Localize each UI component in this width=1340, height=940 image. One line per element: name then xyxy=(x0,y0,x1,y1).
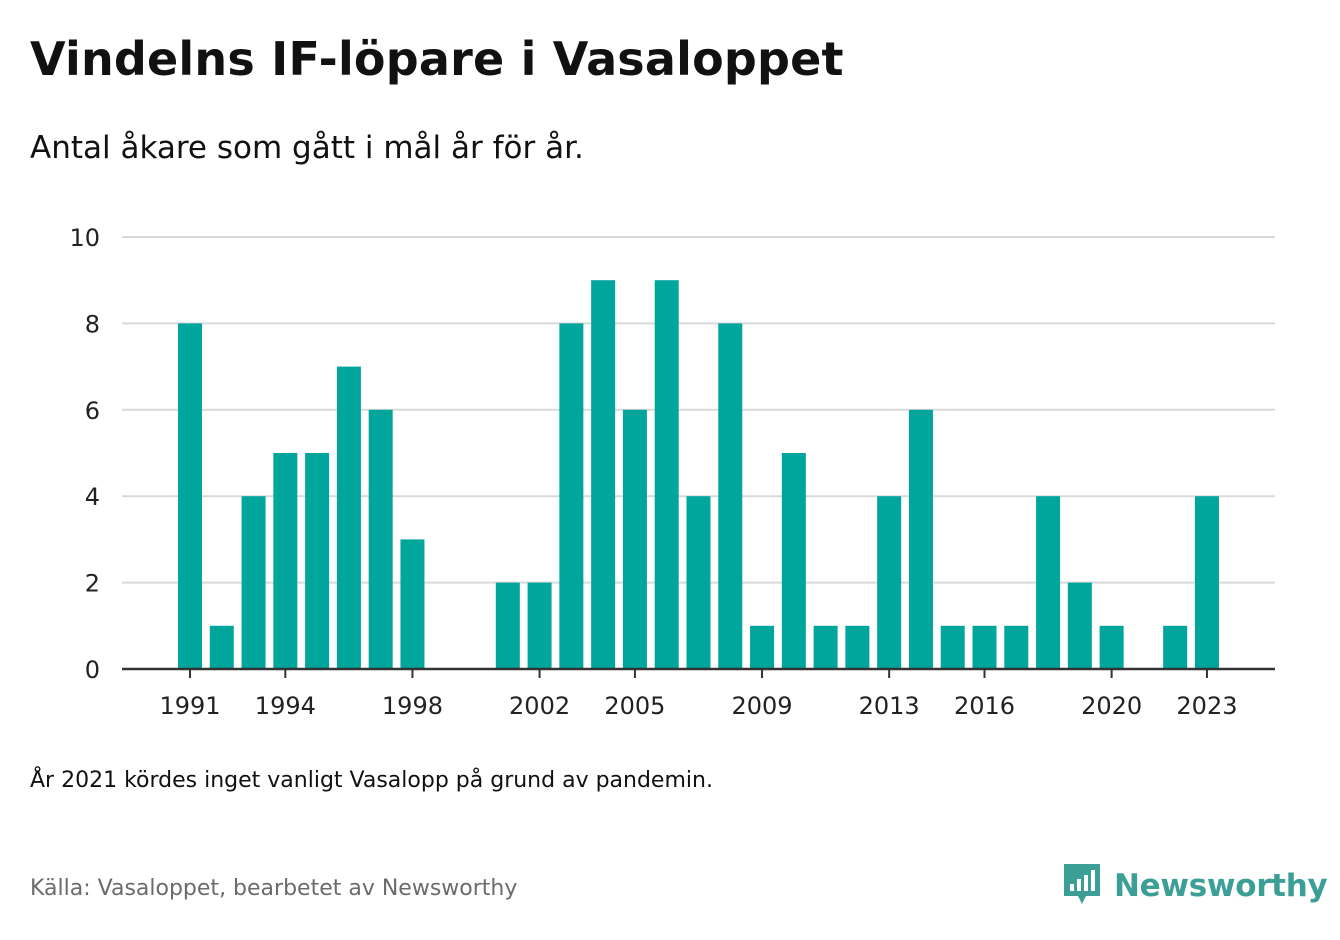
x-tick-label: 1998 xyxy=(382,692,443,720)
bar-2009 xyxy=(750,625,775,669)
bar-2018 xyxy=(1036,496,1061,669)
bar-2015 xyxy=(940,625,965,669)
x-tick-label: 2009 xyxy=(732,692,793,720)
bar-1998 xyxy=(400,539,425,669)
y-tick-label: 6 xyxy=(85,397,100,425)
bar-2017 xyxy=(1004,625,1029,669)
x-tick-label: 2020 xyxy=(1081,692,1142,720)
bar-chart-icon xyxy=(1064,864,1100,904)
x-tick-label: 2013 xyxy=(859,692,920,720)
y-tick-label: 0 xyxy=(85,656,100,684)
y-tick-label: 10 xyxy=(69,224,100,252)
x-tick-label: 1991 xyxy=(159,692,220,720)
x-tick-label: 2005 xyxy=(604,692,665,720)
bar-2020 xyxy=(1099,625,1124,669)
y-tick-label: 2 xyxy=(85,570,100,598)
chart-note: År 2021 kördes inget vanligt Vasalopp på… xyxy=(30,768,713,793)
x-tick-label: 2016 xyxy=(954,692,1015,720)
brand-logo: Newsworthy xyxy=(1062,862,1328,910)
bar-2008 xyxy=(718,323,743,669)
bar-1992 xyxy=(209,625,234,669)
bar-1994 xyxy=(273,453,298,669)
bar-1995 xyxy=(305,453,330,669)
bar-2006 xyxy=(654,280,679,669)
bar-2019 xyxy=(1067,582,1092,669)
bar-2002 xyxy=(527,582,552,669)
bar-2014 xyxy=(908,409,933,669)
bar-1996 xyxy=(336,366,361,669)
bar-1997 xyxy=(368,409,393,669)
x-tick-label: 2002 xyxy=(509,692,570,720)
bar-2001 xyxy=(495,582,520,669)
bar-2005 xyxy=(622,409,647,669)
bar-2004 xyxy=(591,280,616,669)
brand-name: Newsworthy xyxy=(1114,868,1328,904)
source-text: Källa: Vasaloppet, bearbetet av Newswort… xyxy=(30,876,518,901)
bar-2011 xyxy=(813,625,838,669)
bar-2013 xyxy=(877,496,902,669)
x-tick-label: 1994 xyxy=(255,692,316,720)
bar-2023 xyxy=(1194,496,1219,669)
bar-2010 xyxy=(781,453,806,669)
bar-1993 xyxy=(241,496,266,669)
chart-subtitle: Antal åkare som gått i mål år för år. xyxy=(30,130,584,166)
bar-2012 xyxy=(845,625,870,669)
y-tick-label: 8 xyxy=(85,310,100,338)
bar-1991 xyxy=(178,323,202,669)
chart-title: Vindelns IF-löpare i Vasaloppet xyxy=(30,32,844,86)
bar-chart: 0 2 4 6 8 10 1991 1994 1998 2002 2005 2009 2013 2016 2… xyxy=(69,224,1275,720)
bar-2022 xyxy=(1163,625,1188,669)
bar-2003 xyxy=(559,323,584,669)
bar-2016 xyxy=(972,625,997,669)
y-tick-label: 4 xyxy=(85,483,100,511)
x-tick-label: 2023 xyxy=(1176,692,1237,720)
bar-2007 xyxy=(686,496,711,669)
